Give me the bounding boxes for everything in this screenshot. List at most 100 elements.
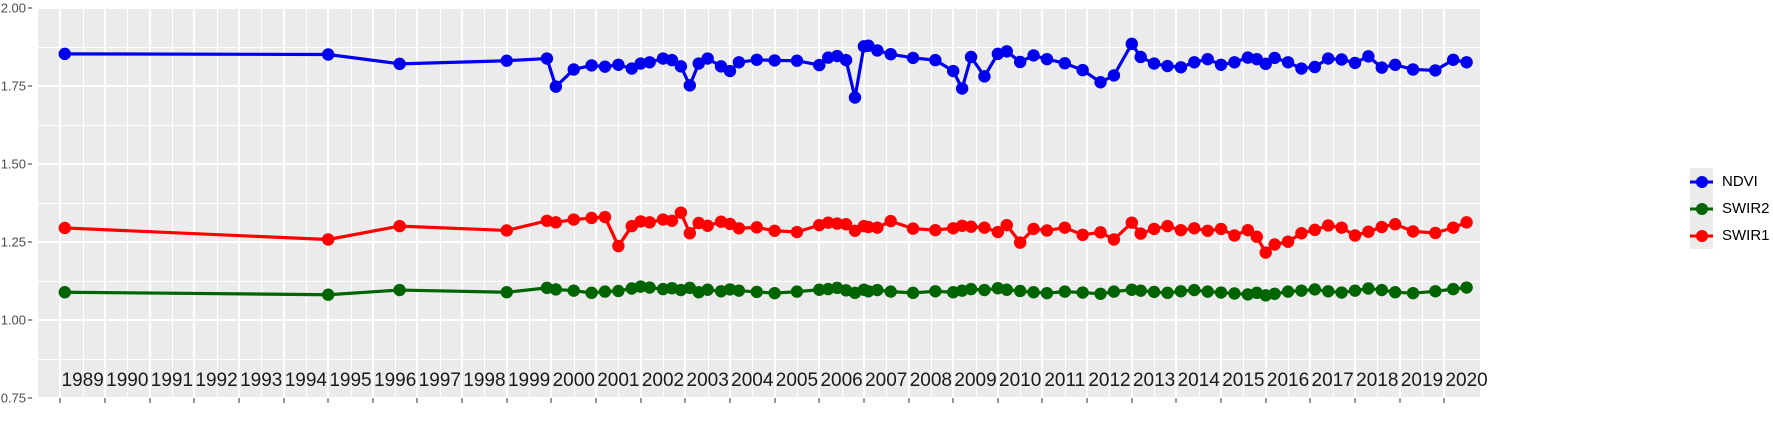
data-point (1076, 286, 1089, 299)
x-tick-mark (997, 398, 999, 403)
x-tick-mark (506, 398, 508, 403)
data-point (1348, 56, 1362, 70)
series-swir2 (58, 280, 1473, 302)
gridline-minor-vertical (796, 8, 798, 398)
data-point (1040, 224, 1054, 237)
data-point (906, 286, 920, 300)
data-point (321, 233, 335, 246)
data-point (1406, 225, 1420, 238)
x-tick-label: 1999 (507, 370, 551, 391)
gridline-minor-horizontal (38, 281, 1480, 282)
x-tick-label: 2005 (775, 370, 819, 391)
data-point (58, 221, 71, 235)
x-tick-mark (149, 398, 151, 403)
data-point (643, 281, 656, 294)
gridline-major-vertical (595, 8, 598, 398)
x-tick-mark (1131, 398, 1133, 403)
data-point (1348, 284, 1362, 297)
plot-area: 1989 1990 1991 1992 1993 1994 1995 1996 1997 1998… (38, 7, 1488, 399)
x-tick-label: 1992 (195, 370, 238, 391)
data-point (683, 79, 696, 92)
data-point (723, 64, 737, 78)
data-point (1228, 56, 1241, 69)
data-point (1281, 285, 1295, 298)
legend-item-ndvi[interactable]: NDVI (1690, 168, 1773, 195)
data-point (1214, 58, 1228, 71)
x-tick-mark (1086, 398, 1088, 403)
data-point (750, 221, 763, 234)
data-point (1188, 283, 1201, 297)
x-tick-label: 2004 (731, 370, 774, 391)
series-layer (58, 37, 1473, 302)
x-tick-label: 1998 (463, 370, 506, 391)
data-point (500, 224, 513, 237)
data-point (1107, 69, 1121, 82)
data-point (1362, 225, 1375, 238)
gridline-major-vertical (862, 8, 865, 398)
data-point (1188, 56, 1201, 69)
gridline-minor-vertical (484, 8, 486, 398)
data-point (1259, 57, 1272, 71)
x-tick-mark (1399, 398, 1401, 403)
data-point (1147, 285, 1161, 299)
data-point (500, 286, 513, 299)
data-point (1335, 221, 1348, 234)
gridline-major-horizontal (38, 241, 1480, 243)
x-tick-label: 2002 (641, 370, 685, 391)
x-tick-mark (1220, 398, 1222, 403)
gridline-major-vertical (1398, 8, 1401, 398)
gridline-minor-vertical (439, 8, 441, 398)
gridline-minor-vertical (975, 8, 977, 398)
data-point (321, 288, 335, 301)
data-point (643, 56, 656, 69)
gridline-minor-vertical (1243, 8, 1245, 398)
data-point (1362, 282, 1375, 295)
data-point (1447, 282, 1460, 296)
data-point (1406, 63, 1420, 76)
data-point (1161, 59, 1174, 73)
data-point (549, 283, 563, 296)
data-point (1174, 285, 1188, 298)
data-point (58, 286, 71, 299)
data-point (1214, 286, 1228, 299)
data-point (848, 91, 862, 104)
data-point (634, 280, 647, 293)
data-point (549, 216, 563, 229)
data-point (929, 285, 942, 298)
legend-label-swir1: SWIR1 (1722, 227, 1770, 244)
legend-item-swir1[interactable]: SWIR1 (1690, 222, 1773, 249)
legend-label-swir2: SWIR2 (1722, 200, 1770, 217)
gridline-major-vertical (728, 8, 731, 398)
data-point (1460, 56, 1473, 69)
data-point (1295, 62, 1308, 75)
gridline-minor-vertical (216, 8, 218, 398)
x-tick-label: 2001 (597, 370, 640, 391)
x-tick-mark (595, 398, 597, 403)
gridline-minor-vertical (1198, 8, 1200, 398)
gridline-major-vertical (1041, 8, 1044, 398)
data-point (1388, 58, 1402, 71)
data-point (1000, 45, 1013, 58)
data-point (393, 219, 406, 233)
x-tick-mark (684, 398, 686, 403)
data-point (732, 222, 746, 235)
gridline-major-vertical (1175, 8, 1178, 398)
data-point (1161, 219, 1174, 233)
data-point (1214, 222, 1228, 236)
gridline-major-horizontal (38, 7, 1480, 9)
data-point (1125, 216, 1138, 229)
legend: NDVI SWIR2 SWIR1 (1690, 168, 1773, 249)
data-point (1027, 49, 1040, 62)
gridline-minor-vertical (305, 8, 307, 398)
x-tick-label: 2007 (865, 370, 908, 391)
data-point (884, 214, 897, 228)
data-point (1388, 218, 1402, 231)
data-point (830, 217, 844, 230)
data-point (1174, 61, 1188, 74)
x-tick-mark (908, 398, 910, 403)
data-point (674, 206, 688, 219)
data-point (1388, 286, 1402, 299)
data-point (839, 53, 853, 67)
legend-item-swir2[interactable]: SWIR2 (1690, 195, 1773, 222)
gridline-minor-vertical (171, 8, 173, 398)
